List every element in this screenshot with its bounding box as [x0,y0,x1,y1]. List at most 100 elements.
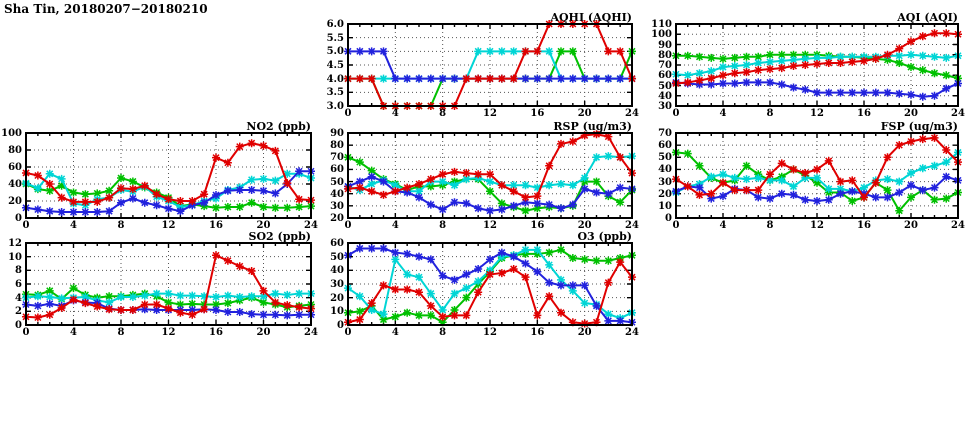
plot-area-aqhi [344,20,636,110]
y-tick-label: 60 [658,70,672,82]
x-tick-label: 16 [530,220,545,231]
chart-title-no2: NO2 (ppb) [246,120,311,133]
y-tick-label: 60 [8,162,22,173]
y-tick-label: 4 [15,292,22,304]
chart-o3: O3 (ppb) 0 10 20 30 40 50 60 0 4 8 12 16 20 24 [330,230,639,338]
x-tick-label: 16 [209,220,223,231]
x-tick-label: 8 [117,220,125,231]
y-tick-label: 0 [337,320,344,331]
y-tick-label: 6 [15,279,22,290]
x-tick-label: 8 [439,220,447,231]
x-tick-label: 12 [483,220,497,231]
chart-title-aqi: AQI (AQI) [897,11,958,24]
y-tick-label: 60 [330,164,344,176]
y-tick-label: 10 [8,251,22,263]
x-tick-label: 8 [117,327,125,338]
plot-border [347,23,633,107]
x-tick-label: 16 [209,327,223,338]
x-tick-label: 4 [719,108,727,119]
x-tick-label: 20 [904,220,918,231]
series-markers-red [672,133,962,202]
plot-border [25,132,312,219]
y-tick-label: 10 [330,306,344,318]
chart-so2: SO2 (ppb) 0 2 4 6 8 10 12 0 4 8 12 16 20 24 [8,230,318,338]
plot-area-aqi [672,23,962,107]
y-tick-label: 30 [658,101,672,112]
y-tick-label: 30 [658,176,672,188]
plot-border [347,132,633,219]
chart-title-aqhi: AQHI (AQHI) [550,11,632,24]
y-tick-label: 3.0 [326,101,344,112]
plot-border [25,242,312,326]
y-tick-label: 90 [658,39,672,51]
x-tick-label: 12 [483,327,497,338]
x-tick-label: 4 [70,327,77,338]
y-tick-label: 30 [330,200,344,212]
y-tick-label: 80 [8,145,22,156]
x-tick-label: 4 [719,220,727,231]
x-tick-label: 24 [951,220,965,231]
x-tick-label: 16 [857,220,871,231]
y-tick-label: 90 [330,128,344,139]
series-line-cyan [348,50,632,80]
x-tick-label: 24 [625,108,639,119]
y-tick-label: 40 [658,164,672,176]
y-tick-label: 3.5 [326,87,344,99]
y-tick-label: 60 [330,238,344,249]
y-tick-label: 70 [658,128,672,139]
y-tick-label: 5.5 [326,32,344,44]
y-tick-label: 12 [8,238,22,249]
chart-title-fsp: FSP (ug/m3) [880,120,958,133]
x-tick-label: 12 [161,220,176,231]
y-tick-label: 80 [658,49,672,61]
y-tick-label: 40 [8,179,22,190]
chart-title-o3: O3 (ppb) [577,230,632,243]
x-tick-label: 0 [672,108,680,119]
series-line-blue [348,50,632,80]
y-tick-label: 40 [330,188,344,200]
x-tick-label: 8 [439,327,447,338]
y-tick-label: 20 [330,292,344,304]
x-tick-label: 0 [344,220,352,231]
plot-area-so2 [22,242,315,326]
x-tick-label: 12 [810,220,824,231]
x-tick-label: 24 [625,327,639,338]
y-tick-label: 30 [330,279,344,290]
y-tick-label: 20 [330,213,344,224]
x-tick-label: 4 [391,220,399,231]
chart-aqhi: AQHI (AQHI) 3.0 3.5 4.0 4.5 5.0 5.5 6.0 0 4 8 12 16… [327,11,639,119]
series-markers-blue [672,78,962,101]
y-tick-label: 2 [15,306,22,318]
y-tick-label: 5.0 [326,46,344,58]
x-tick-label: 16 [857,108,871,119]
y-tick-label: 70 [658,60,672,71]
x-tick-label: 24 [951,108,965,119]
x-tick-label: 12 [161,327,176,338]
chart-title-so2: SO2 (ppb) [248,230,312,243]
x-tick-label: 20 [577,108,592,119]
y-tick-label: 100 [651,29,672,41]
y-tick-label: 4.0 [326,73,344,85]
x-tick-label: 0 [344,108,352,119]
y-tick-label: 50 [330,251,344,263]
y-tick-label: 50 [658,152,672,164]
series-markers-red [22,251,315,322]
y-tick-label: 40 [330,265,344,277]
x-tick-label: 0 [344,327,352,338]
x-tick-label: 20 [577,327,592,338]
y-tick-label: 40 [658,90,672,102]
y-tick-label: 60 [658,140,672,152]
x-tick-label: 20 [256,220,271,231]
plot-border [675,23,959,107]
y-tick-label: 0 [15,213,22,224]
x-tick-label: 0 [22,220,30,231]
x-tick-label: 20 [904,108,918,119]
y-tick-label: 50 [330,176,344,188]
page-title: Sha Tin, 20180207−20180210 [4,2,208,16]
x-tick-label: 8 [439,108,447,119]
y-tick-label: 80 [330,140,344,152]
x-tick-label: 4 [391,108,399,119]
x-tick-label: 12 [483,108,497,119]
y-tick-label: 70 [330,152,344,164]
